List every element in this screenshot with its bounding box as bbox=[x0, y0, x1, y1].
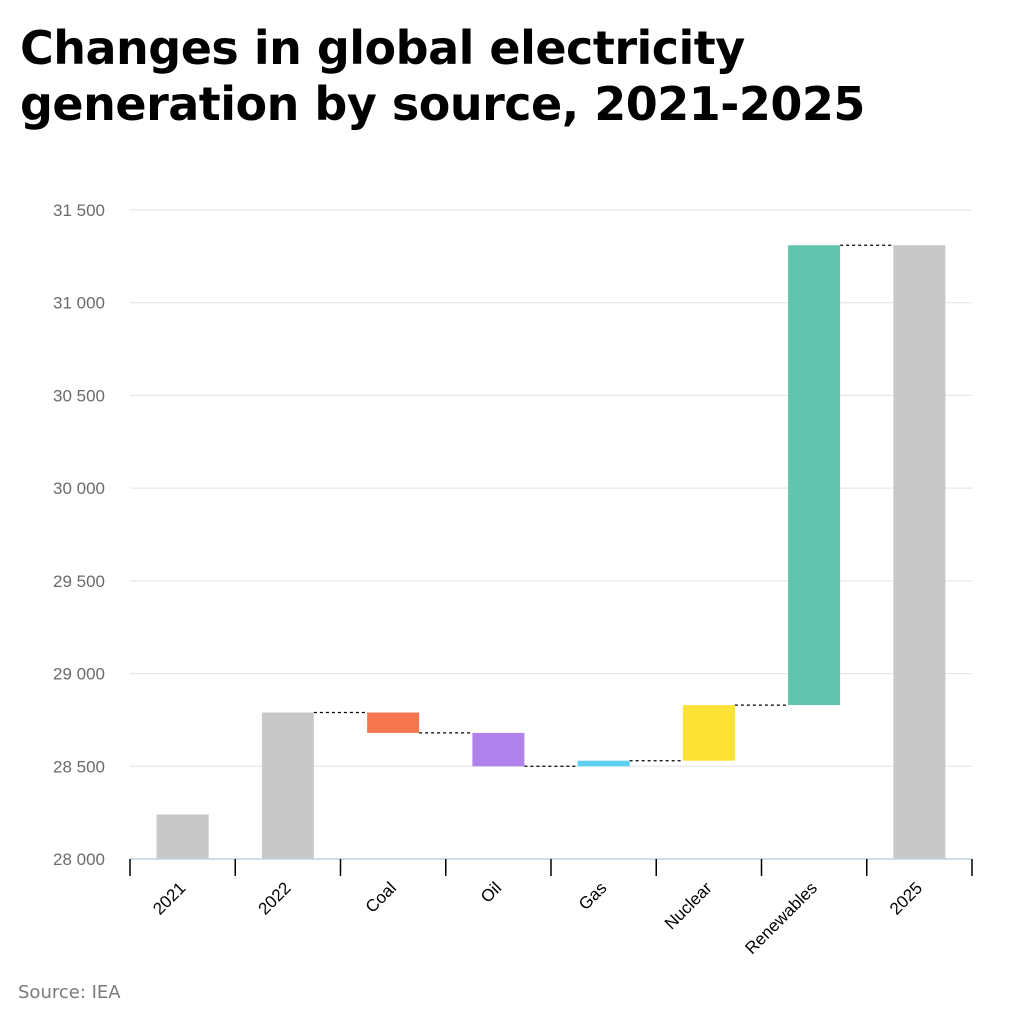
chart-title: Changes in global electricity generation… bbox=[20, 21, 865, 131]
y-tick-label: 28 500 bbox=[53, 757, 105, 776]
x-tick-label: Gas bbox=[575, 878, 610, 913]
bar-2022 bbox=[261, 712, 314, 859]
y-tick-label: 28 000 bbox=[53, 850, 105, 869]
bar-2025 bbox=[893, 245, 946, 859]
x-tick-label: 2022 bbox=[255, 878, 295, 918]
x-tick-label: Renewables bbox=[741, 878, 821, 958]
bars bbox=[156, 245, 946, 859]
source-note: Source: IEA bbox=[18, 982, 121, 1003]
y-tick-label: 29 500 bbox=[53, 572, 105, 591]
bar-renewables bbox=[788, 245, 841, 706]
y-tick-label: 30 500 bbox=[53, 386, 105, 405]
y-tick-label: 29 000 bbox=[53, 665, 105, 684]
x-tick-label: Nuclear bbox=[661, 878, 716, 933]
gridlines bbox=[130, 209, 972, 767]
bar-oil bbox=[472, 732, 525, 767]
x-tick-label: 2025 bbox=[886, 878, 926, 918]
y-tick-label: 31 500 bbox=[53, 201, 105, 220]
x-tick-label: Oil bbox=[477, 878, 505, 906]
bar-coal bbox=[367, 712, 420, 733]
bar-2021 bbox=[156, 814, 209, 859]
x-tick-label: 2021 bbox=[149, 878, 189, 918]
y-tick-label: 31 000 bbox=[53, 294, 105, 313]
x-axis bbox=[129, 858, 973, 876]
connector-lines bbox=[313, 244, 894, 767]
bar-gas bbox=[577, 760, 630, 767]
y-tick-label: 30 000 bbox=[53, 479, 105, 498]
bar-nuclear bbox=[682, 705, 735, 761]
x-tick-label: Coal bbox=[362, 878, 400, 916]
